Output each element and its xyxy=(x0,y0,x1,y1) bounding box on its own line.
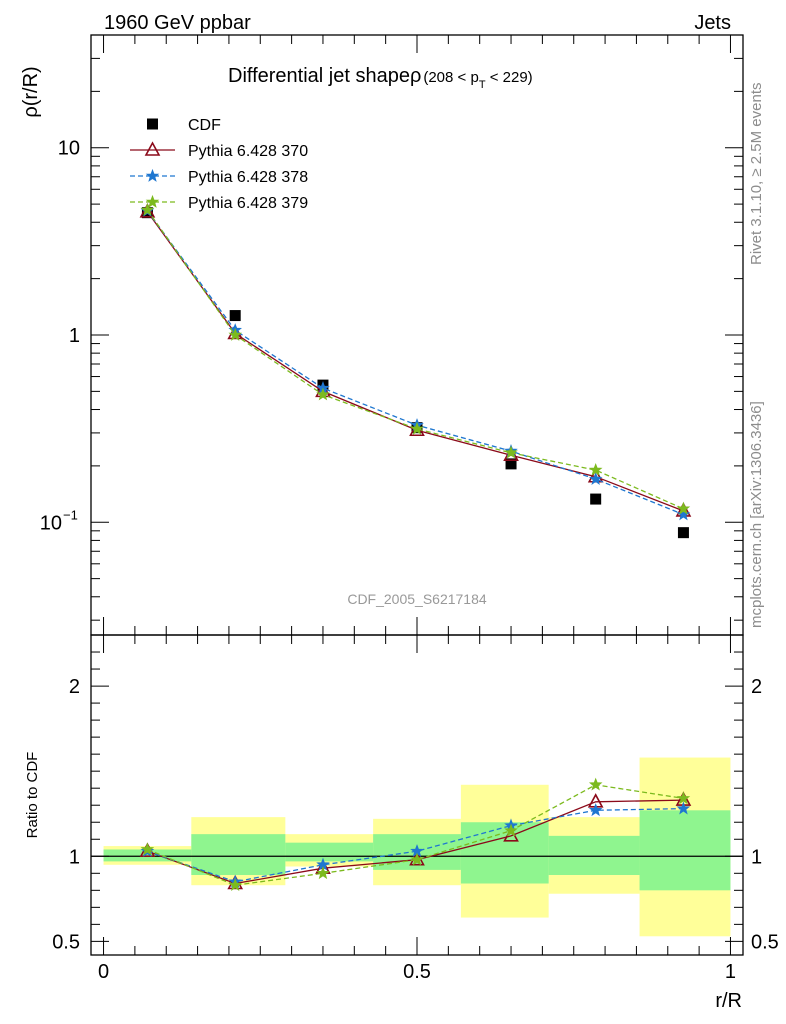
ratio-pythia-6-428-379-point xyxy=(410,852,424,866)
legend-marker xyxy=(145,194,160,208)
main-pythia-6-428-379-point xyxy=(316,387,330,401)
ratio-pythia-6-428-378-point xyxy=(676,801,691,815)
main-y-axis-label: ρ(r/R) xyxy=(20,66,42,117)
rivet-label: Rivet 3.1.10, ≥ 2.5M events xyxy=(748,83,765,266)
main-y-tick-label: 1 xyxy=(69,325,80,347)
ratio-y-tick-label-right: 2 xyxy=(751,676,762,698)
legend-marker xyxy=(145,168,160,182)
main-pythia-6-428-379-point xyxy=(410,421,424,435)
main-cdf-point xyxy=(677,527,689,539)
ratio-y-axis-label: Ratio to CDF xyxy=(24,752,41,839)
x-axis-label: r/R xyxy=(715,990,742,1012)
main-pythia-6-428-378-line xyxy=(146,210,684,516)
header-energy: 1960 GeV ppbar xyxy=(104,12,251,34)
main-y-tick-exponent: −1 xyxy=(63,507,78,522)
ratio-y-tick-label-right: 1 xyxy=(751,846,762,868)
legend-label: CDF xyxy=(188,117,221,134)
ratio-pythia-6-428-379-point xyxy=(504,823,518,837)
main-y-tick-label: 10 xyxy=(58,138,80,160)
legend-marker xyxy=(147,118,158,130)
main-pythia-6-428-378-point xyxy=(588,471,603,485)
main-pythia-6-428-379-point xyxy=(588,462,603,476)
uncertainty-band-green xyxy=(548,835,640,875)
main-pythia-6-428-378-point xyxy=(676,507,691,521)
ratio-y-tick-label-right: 0.5 xyxy=(751,931,779,953)
ratio-plot-panel: 0.5 0.5 1 1 2 2 0 0.5 1 Ratio to CDF r/R xyxy=(24,634,779,1012)
x-tick-label: 1 xyxy=(725,961,736,983)
uncertainty-band-green xyxy=(639,810,731,891)
x-tick-label: 0.5 xyxy=(403,961,431,983)
legend-label: Pythia 6.428 378 xyxy=(188,169,308,186)
ratio-pythia-6-428-370-point xyxy=(227,874,244,890)
main-pythia-6-428-379-point xyxy=(228,327,242,341)
ratio-pythia-6-428-379-point xyxy=(316,866,330,880)
chart-title: Differential jet shapeρ (208 < pT < 229) xyxy=(228,65,533,91)
main-pythia-6-428-379-line xyxy=(146,209,684,510)
main-pythia-6-428-379-point xyxy=(140,202,155,216)
ratio-y-tick-label: 0.5 xyxy=(52,931,80,953)
uncertainty-band-green xyxy=(460,822,549,884)
main-cdf-point xyxy=(229,310,241,322)
uncertainty-band-green xyxy=(285,842,374,862)
main-cdf-point xyxy=(590,493,602,505)
main-pythia-6-428-370-line xyxy=(146,211,684,512)
main-pythia-6-428-379-point xyxy=(504,445,518,459)
ratio-pythia-6-428-379-point xyxy=(228,878,242,892)
main-pythia-6-428-379-point xyxy=(676,501,691,515)
legend: CDF Pythia 6.428 370 Pythia 6.428 378 Pythi… xyxy=(130,117,308,212)
ratio-pythia-6-428-379-point xyxy=(588,777,603,791)
mcplots-label: mcplots.cern.ch [arXiv:1306.3436] xyxy=(748,401,765,628)
legend-label: Pythia 6.428 379 xyxy=(188,195,308,212)
legend-label: Pythia 6.428 370 xyxy=(188,143,308,160)
header-process: Jets xyxy=(694,12,731,34)
legend-marker xyxy=(144,141,161,156)
ratio-y-tick-label: 1 xyxy=(69,846,80,868)
main-cdf-point xyxy=(505,458,517,470)
analysis-watermark: CDF_2005_S6217184 xyxy=(347,591,487,607)
ratio-pythia-6-428-379-point xyxy=(140,842,155,856)
uncertainty-band-green xyxy=(191,834,286,875)
main-y-tick-label: 10 xyxy=(40,512,62,534)
x-tick-label: 0 xyxy=(98,961,109,983)
ratio-pythia-6-428-378-point xyxy=(588,803,603,817)
ratio-y-tick-label: 2 xyxy=(69,676,80,698)
ratio-pythia-6-428-379-point xyxy=(676,791,691,805)
